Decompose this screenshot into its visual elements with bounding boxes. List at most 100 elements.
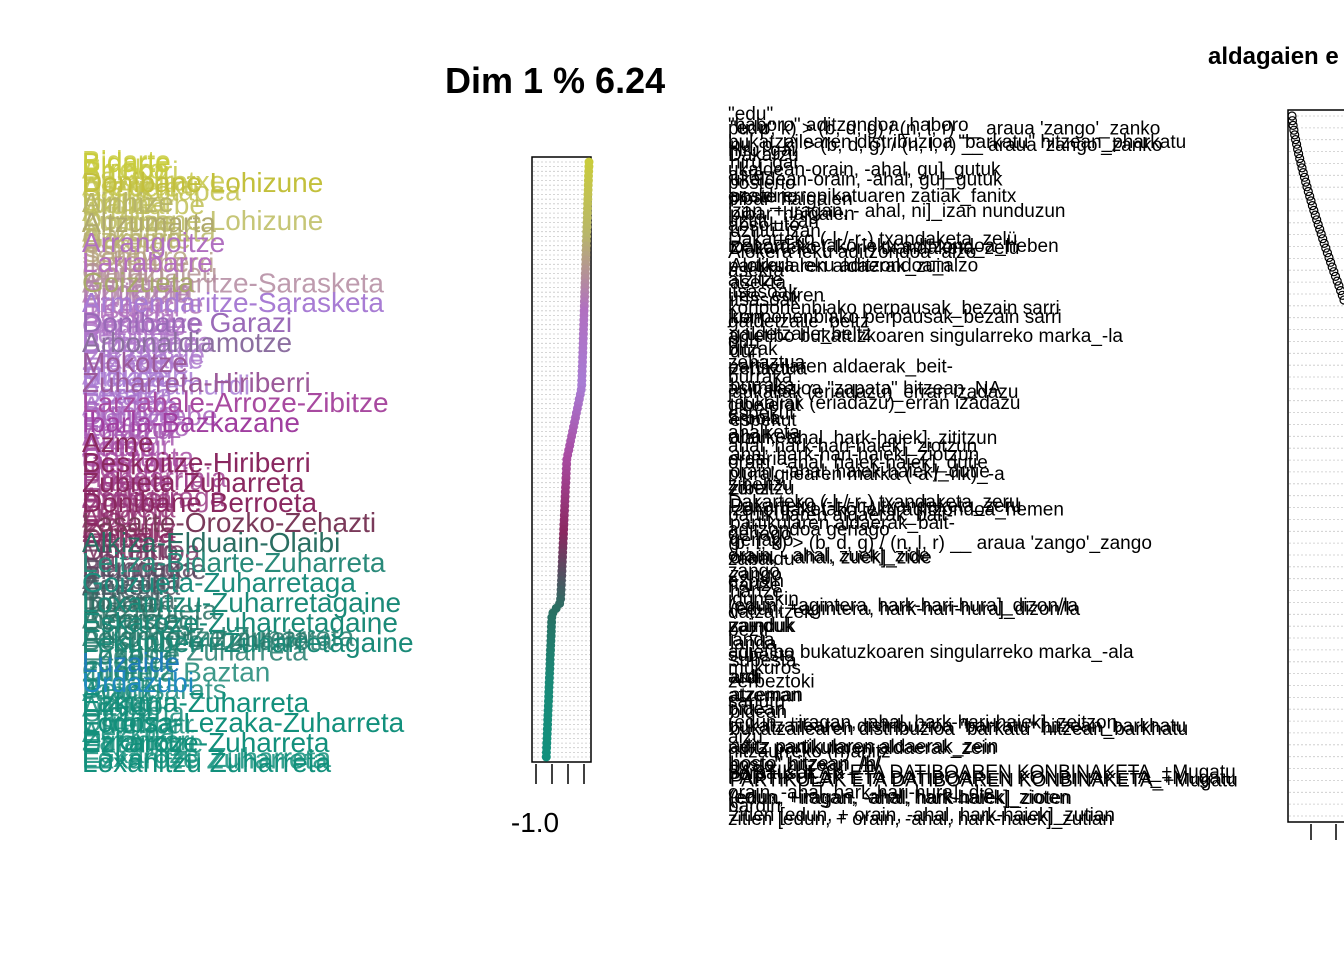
place-label: Zibitze [82,345,164,376]
place-label: Senpere [82,241,188,272]
variable-label: ezpain [728,571,784,592]
variable-label: Dakarzu [728,145,799,166]
place-label: Lizaso [82,690,163,721]
variable-label: zango [730,565,782,586]
place-label: Sarrikotapea [82,175,241,206]
variable-point [1325,257,1336,267]
place-label: Orzaize [82,310,178,341]
place-label: Tolosa [82,587,163,618]
variable-point [1310,210,1320,220]
place-label: Ituren [82,656,154,687]
variable-label: orain, -ahal, hark-haiek], zititzun [728,428,997,449]
variable-label: partikularen aldaerak_zuin [728,256,951,277]
variable-point [1337,290,1344,300]
grid-right [1289,115,1344,817]
variable-label: ardi [730,668,762,689]
variable-label: (edun, +agintera, hark-hari-hura]_dizon/… [730,599,1081,620]
place-label: Baigorri [82,155,178,186]
emphasized-place-label: Lodosa-Lezaka-Zuharreta [82,707,405,738]
place-label: Eskaroze [82,738,199,769]
emphasized-place-label: Loxanitzu Zuharreta [82,747,331,778]
variable-label: posterio [728,173,796,194]
place-label: Lekuine Zuharreta [82,622,310,653]
emphasized-place-label: Armendaritze-Sarasketa [82,287,384,318]
variable-label: landa [730,633,777,654]
variable-label: burraka [728,367,793,388]
place-label: Larzabale [82,339,205,370]
emphasized-place-label: Arbonaldiamotze [82,327,292,358]
variable-label: zehaztua [730,358,808,379]
variable-point [1289,125,1299,135]
emphasized-place-label: Lekunberri-Zuharretagaine [82,627,414,658]
emphasized-place-label: Zubieta Zuharreta [82,467,305,498]
variable-point [1324,252,1334,263]
place-label: Ea [82,543,117,574]
place-label: Esteribar [82,708,194,739]
variable-label: partikularen aldaerak_bait- [728,505,953,526]
variable-label: jaukaliak (eriadazu)_erran izadazu [727,382,1018,403]
variable-point [1336,286,1344,296]
variable-label: asekta [728,260,784,281]
variable-label: zibeltzu [730,479,794,500]
variable-label: (edun, +iragan, -ahal, hark-haiek]_ziote… [728,788,1070,809]
plot-frame-left [531,156,592,763]
variable-label: landa [728,630,775,651]
place-label: Zubieta [82,492,176,523]
variable-point [1290,130,1300,140]
variable-label: pluralgilearen marka (-a / -rik)_-a [728,464,1005,485]
dimension-panel: -1.0 [511,156,594,838]
x-axis-ticks-left [535,764,585,784]
place-label: Usurbil [82,500,169,531]
place-label: Arrangoitze Zuharreta [82,621,355,652]
variable-point [1290,135,1301,145]
variable-point [1327,262,1337,272]
variable-label: "haboro" aditzondoa_haboro [728,115,969,136]
place-label: Sara [82,237,142,268]
place-label: Ondarroa [82,535,201,566]
x-tick-label-left: -1.0 [511,807,559,838]
variable-label: "edu" [730,118,775,139]
place-label: Getaria [82,518,174,549]
variable-label: uztitu_izan [728,211,819,232]
variable-label: adjetibo bukatuzkoaren singularreko mark… [728,642,1134,663]
variable-label: posterio [730,187,798,208]
place-label: Deba [82,523,149,554]
variable-label: hosto" hitzean_/h/ [730,754,882,775]
place-label: Zarautz [82,513,177,544]
variable-label: pu, p, k) > (b, d, g) / (n, l, r) __ ara… [730,135,1162,156]
place-label: Errezil [82,574,161,605]
grid-left [533,161,590,758]
variable-label: subesta [730,650,797,671]
place-label: Beskoitze Zuharreta [82,625,333,656]
variable-label: espekut [730,410,797,431]
variable-label: bezti [728,620,768,641]
variable-label: arbola [728,408,781,429]
variable-label: dun [728,332,760,353]
variable-label: bitzak [728,339,778,360]
variable-label: Alokera leku aditzondoa_alzo [728,242,976,263]
variable-label: ahal, hark-hari-haiek]_ziotzun [728,436,977,457]
place-label: Bidarte [82,145,171,176]
variable-label: konponenbiako perpausak_bezain sarri [728,298,1060,319]
variable-label: pibar_haigaien [730,204,855,225]
place-label: Orio [82,500,135,531]
variable-label: absoluto [728,215,800,236]
emphasized-place-label: Altzumarta [82,207,216,238]
variable-point [1291,139,1302,149]
place-label: Donibane Lohizune [82,205,323,236]
variable-label: uztitu_izan [730,221,821,242]
variable-point [1297,163,1307,173]
emphasized-place-label: Zuharreta-Hiriberri [82,367,311,398]
place-label: Urnieta [82,483,173,514]
variable-label: Alokera leku aditzondoa_alzo [730,255,978,276]
place-label: Loxanitzu Zuharreta [82,742,331,773]
variable-label: zortzi [728,478,773,499]
variable-point [1305,191,1315,201]
emphasized-place-label: Larrabarre [82,247,213,278]
variable-label: urte_ediren [728,286,824,307]
place-label: Bizkaia [82,329,173,360]
emphasized-place-label: Alkiza-Elduain-Olaibi [82,527,340,558]
variable-label: zibeltzu [728,475,792,496]
place-label: Bankalaza [82,327,213,358]
variable-label: subesta [728,645,795,666]
